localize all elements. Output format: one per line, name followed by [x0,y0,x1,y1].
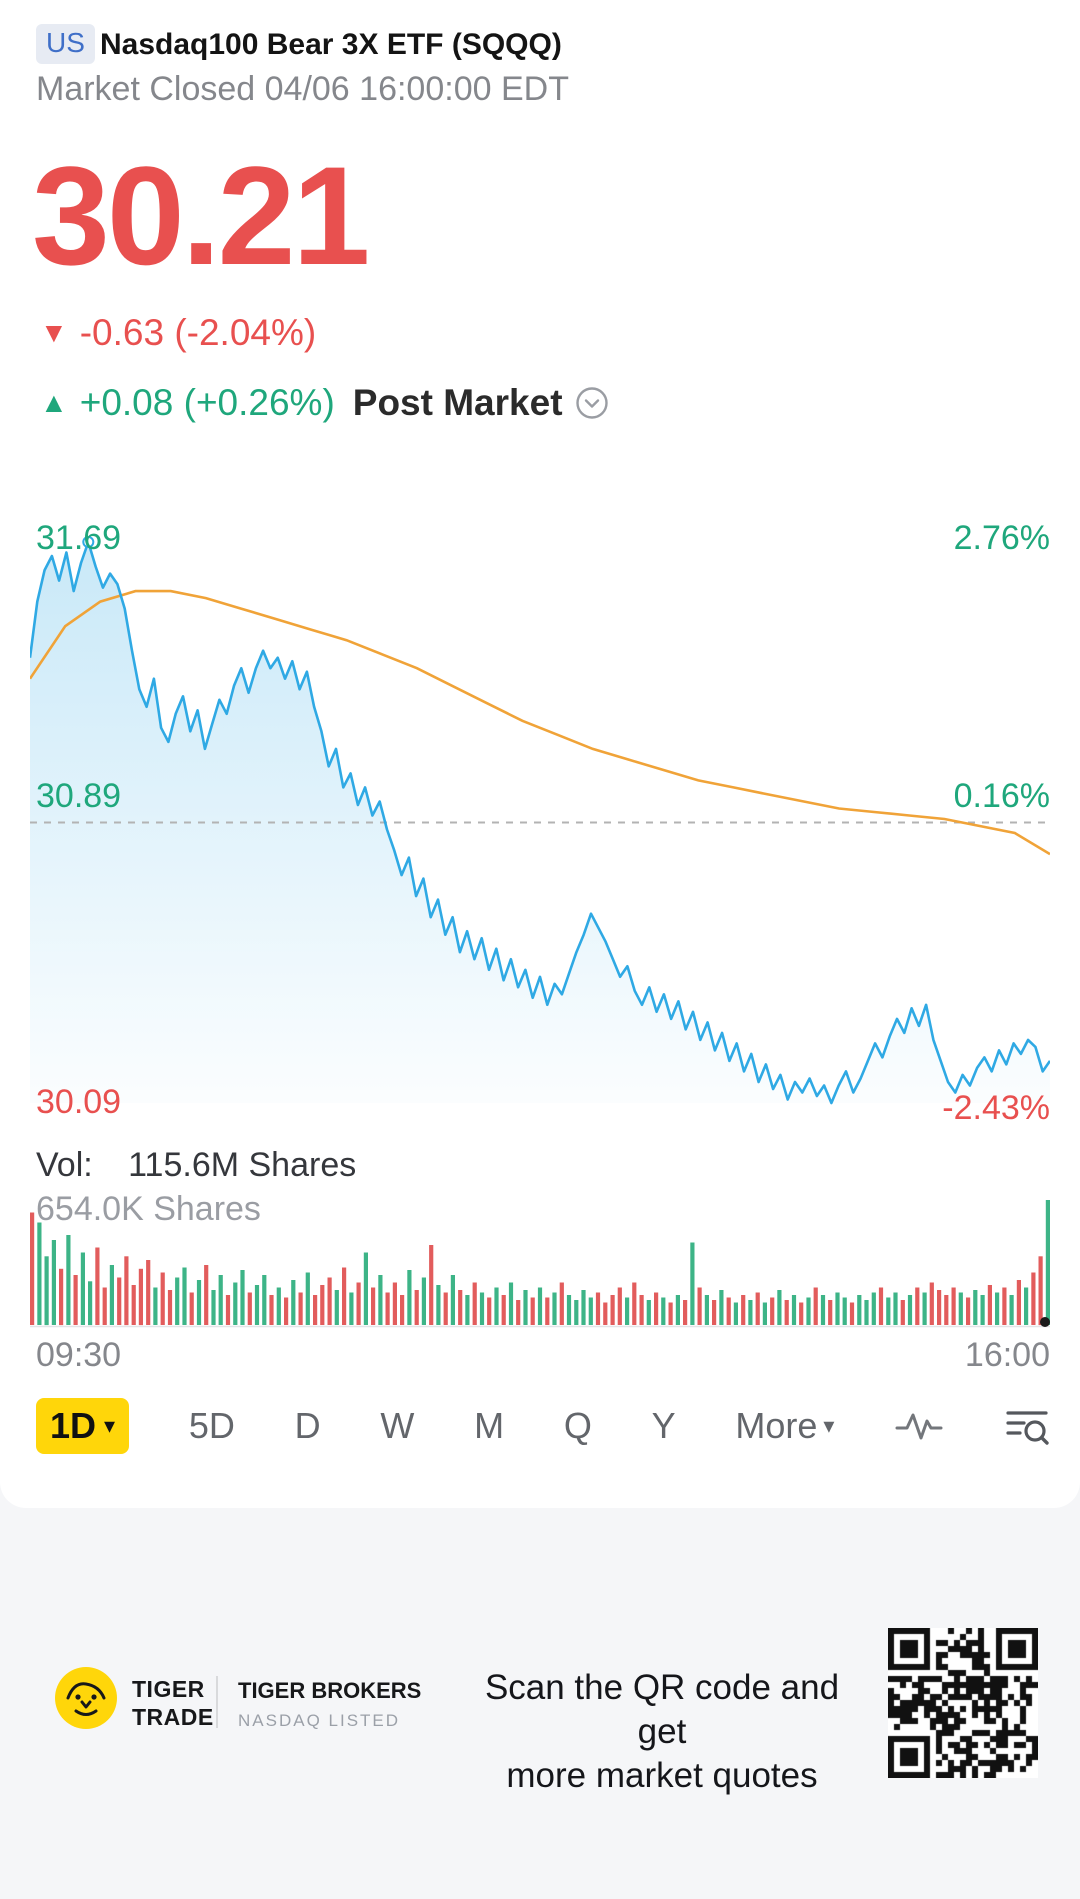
avg-price-line [30,589,1050,856]
brokers-name: TIGER BROKERS [238,1678,422,1703]
brokers-block: TIGER BROKERS NASDAQ LISTED [238,1678,421,1731]
qr-code [888,1628,1038,1778]
qr-caption: Scan the QR code and get more market quo… [462,1666,862,1797]
timeframe-toolbar: 1D ▾ 5D D W M Q Y More ▾ [36,1398,1050,1454]
down-triangle-icon: ▼ [40,317,68,348]
chart-high-pct-label: 2.76% [953,519,1050,557]
last-price: 30.21 [32,137,370,294]
price-area-fill [30,542,1050,1103]
volume-bars [30,1200,1050,1326]
footer-divider [216,1676,218,1728]
chart-high-price-label: 31.69 [36,519,122,557]
tab-q[interactable]: Q [563,1405,592,1446]
more-label: More [735,1405,818,1446]
high-point-marker [82,536,95,548]
price-chart[interactable] [30,530,1050,1115]
tab-w[interactable]: W [380,1405,415,1446]
brand-line-2: TRADE [132,1703,214,1730]
chart-prev-close-label: 30.89 [36,777,122,815]
chart-prev-close-pct-label: 0.16% [953,777,1050,815]
post-market-expand-icon[interactable] [575,386,609,420]
chevron-down-icon: ▾ [823,1413,835,1438]
tiger-logo [54,1666,118,1735]
price-line [30,540,1050,1105]
volume-chart[interactable] [30,1196,1050,1328]
chart-style-icon[interactable] [894,1407,944,1445]
up-triangle-icon: ▲ [40,387,68,418]
volume-last-value: 654.0K Shares [36,1190,261,1228]
time-axis-start: 09:30 [36,1336,122,1374]
time-axis-end: 16:00 [964,1336,1050,1374]
post-market-label: Post Market [352,382,563,423]
post-market-row: ▲ +0.08 (+0.26%) Post Market [40,382,609,424]
tab-more[interactable]: More ▾ [735,1405,834,1447]
qr-caption-line-1: Scan the QR code and get [484,1668,840,1751]
qr-caption-line-2: more market quotes [506,1755,818,1795]
chart-low-price-label: 30.09 [36,1083,122,1121]
axis-end-dot [1040,1317,1050,1327]
tab-d[interactable]: D [294,1405,321,1446]
market-status-line: Market Closed 04/06 16:00:00 EDT [36,70,569,108]
instrument-title: Nasdaq100 Bear 3X ETF (SQQQ) [100,28,562,61]
indicator-settings-icon[interactable] [1004,1405,1050,1447]
tab-m[interactable]: M [474,1405,505,1446]
brand-wordmark: TIGER TRADE [132,1676,214,1731]
volume-total-value: 115.6M Shares [128,1146,357,1184]
market-region-badge: US [36,24,95,64]
post-market-change: +0.08 (+0.26%) [79,382,335,423]
tab-5d[interactable]: 5D [188,1405,235,1446]
change-row: ▼ -0.63 (-2.04%) [40,312,316,354]
volume-label: Vol: [36,1146,93,1184]
timeframe-chip-1d[interactable]: 1D ▾ [36,1398,130,1454]
tab-y[interactable]: Y [651,1405,676,1446]
chevron-down-icon: ▾ [104,1413,116,1438]
brokers-listing: NASDAQ LISTED [238,1711,401,1730]
brand-line-1: TIGER [132,1676,205,1702]
timeframe-chip-label: 1D [50,1405,97,1446]
volume-total-row: Vol: 115.6M Shares [36,1146,356,1185]
change-value: -0.63 (-2.04%) [79,312,317,353]
chart-low-pct-label: -2.43% [942,1089,1050,1127]
